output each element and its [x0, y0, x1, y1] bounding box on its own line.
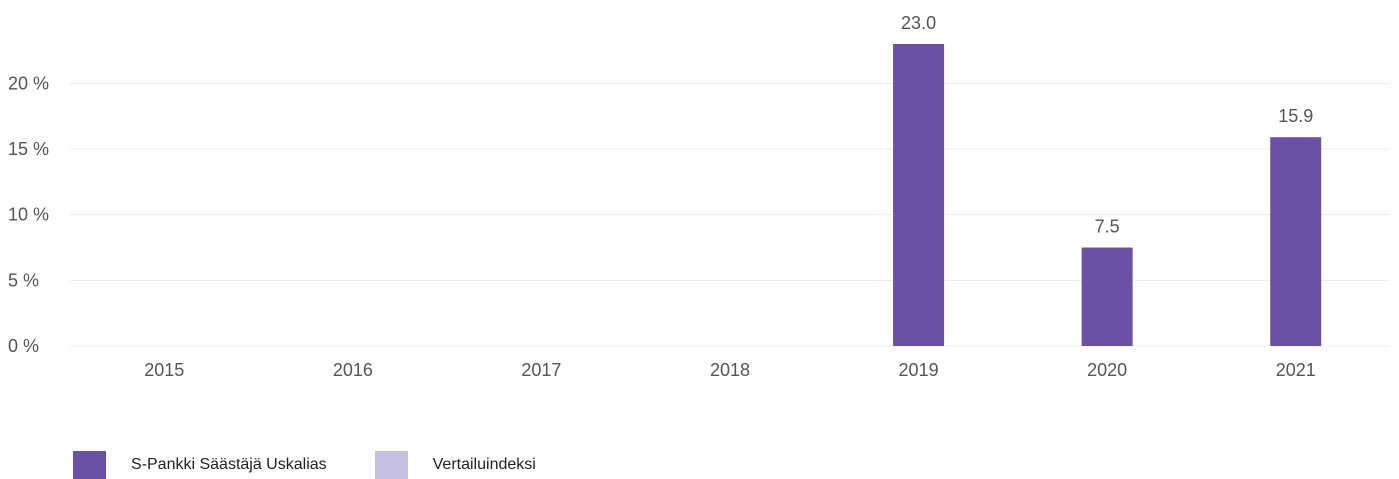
- bar-2021[interactable]: [1270, 137, 1322, 346]
- x-tick-label: 2021: [1276, 360, 1316, 380]
- y-tick-label: 0 %: [8, 336, 39, 356]
- data-labels: 23.0 7.5 15.9: [901, 13, 1313, 237]
- x-tick-label: 2016: [333, 360, 373, 380]
- x-tick-label: 2019: [899, 360, 939, 380]
- legend-item-fund[interactable]: S-Pankki Säästäjä Uskalias: [73, 451, 327, 479]
- legend-label-fund: S-Pankki Säästäjä Uskalias: [131, 456, 327, 473]
- bars: [893, 44, 1322, 346]
- x-tick-label: 2018: [710, 360, 750, 380]
- bar-chart: 0 %5 %10 %15 %20 % 2015 2016 2017 2018 2019 2…: [8, 13, 1390, 380]
- legend-label-benchmark: Vertailuindeksi: [432, 456, 536, 473]
- y-tick-label: 5 %: [8, 270, 39, 290]
- bar-2019[interactable]: [893, 44, 945, 346]
- y-tick-label: 15 %: [8, 139, 49, 159]
- bar-2020[interactable]: [1081, 247, 1133, 346]
- x-tick-label: 2017: [521, 360, 561, 380]
- y-tick-label: 10 %: [8, 205, 49, 225]
- legend-swatch-benchmark: [374, 451, 408, 479]
- x-axis-tick-labels: 2015 2016 2017 2018 2019 2020 2021: [144, 360, 1315, 380]
- y-axis-tick-labels: 0 % 5 % 10 % 15 % 20 %: [8, 73, 49, 356]
- legend: S-Pankki Säästäjä Uskalias Vertailuindek…: [73, 451, 584, 479]
- y-tick-label: 20 %: [8, 73, 49, 93]
- data-label-2019: 23.0: [901, 13, 936, 33]
- legend-item-benchmark[interactable]: Vertailuindeksi: [374, 451, 536, 479]
- gridlines: [70, 82, 1390, 347]
- x-tick-label: 2020: [1087, 360, 1127, 380]
- x-tick-label: 2015: [144, 360, 184, 380]
- legend-swatch-fund: [73, 451, 106, 479]
- data-label-2020: 7.5: [1095, 217, 1120, 237]
- data-label-2021: 15.9: [1278, 106, 1313, 126]
